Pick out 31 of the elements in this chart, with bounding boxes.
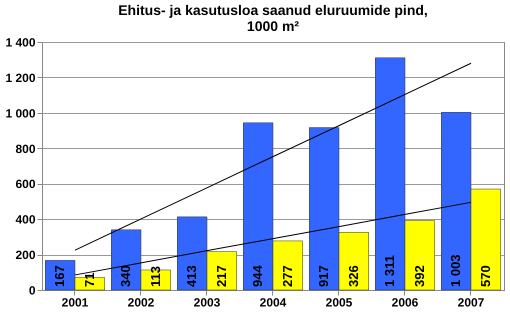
x-tick-label: 2002 [128, 296, 155, 310]
data-label: 71 [82, 272, 97, 287]
x-tick-label: 2006 [392, 296, 419, 310]
x-tick-label: 2005 [326, 296, 353, 310]
y-tick-label: 1 200 [5, 70, 36, 85]
y-tick-label: 1 000 [5, 106, 36, 120]
data-label: 217 [214, 265, 229, 287]
y-tick-label: 0 [28, 284, 36, 298]
data-label: 326 [346, 265, 361, 287]
y-tick-label: 800 [15, 142, 36, 156]
x-tick-label: 2004 [260, 296, 287, 310]
data-label: 1 003 [448, 254, 464, 287]
y-tick-label: 600 [15, 177, 36, 192]
data-label: 413 [184, 265, 200, 287]
line-series [74, 62, 472, 251]
y-tick-label: 200 [15, 248, 36, 262]
x-tick-label: 2001 [62, 296, 89, 310]
data-label: 277 [280, 265, 295, 287]
y-tick-label: 400 [15, 212, 36, 227]
data-label: 917 [316, 265, 332, 287]
data-label: 570 [478, 265, 493, 287]
data-label: 340 [118, 265, 134, 287]
data-label: 167 [52, 265, 68, 287]
x-tick-label: 2003 [194, 296, 221, 310]
y-tick-label: 1 400 [5, 36, 36, 50]
data-label: 392 [412, 265, 427, 287]
data-label: 944 [250, 264, 266, 287]
chart-title: Ehitus- ja kasutusloa saanud eluruumide pind, 1000 m² [118, 2, 428, 34]
data-label: 113 [148, 266, 163, 287]
data-label: 1 311 [382, 255, 398, 287]
x-tick-label: 2007 [458, 296, 485, 310]
